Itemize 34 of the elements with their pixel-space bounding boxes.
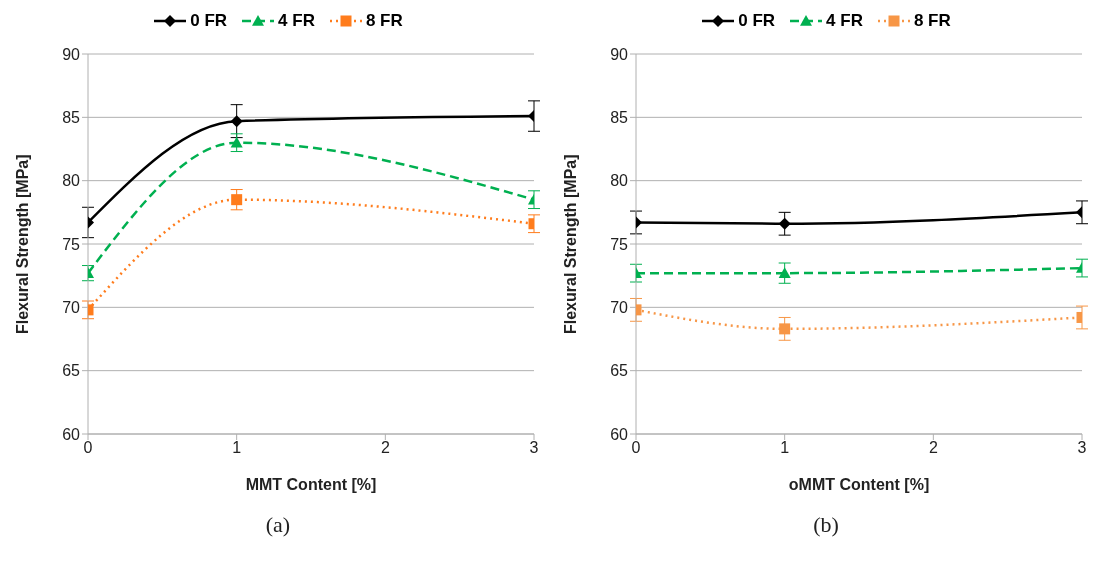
x-tick-label: 1	[232, 439, 242, 457]
x-axis-title: oMMT Content [%]	[788, 476, 930, 493]
y-tick-label: 65	[610, 362, 629, 380]
legend-label: 8 FR	[913, 11, 951, 31]
y-tick-label: 90	[610, 45, 629, 63]
x-tick-label: 2	[380, 439, 390, 457]
y-tick-label: 70	[62, 299, 81, 317]
legend-label: 0 FR	[190, 11, 228, 31]
text: (a)	[264, 512, 292, 538]
legend-label: 4 FR	[278, 11, 315, 31]
x-tick-label: 1	[780, 439, 790, 457]
x-tick-label: 2	[928, 439, 938, 457]
y-tick-label: 65	[62, 362, 81, 380]
y-axis-title: Flexural Strength [MPa]	[561, 154, 579, 334]
legend-label: 0 FR	[738, 11, 776, 31]
x-tick-label: 3	[1077, 439, 1087, 457]
y-tick-label: 80	[610, 172, 629, 190]
y-tick-label: 70	[610, 299, 629, 317]
x-axis-title: MMT Content [%]	[245, 476, 377, 493]
y-axis-title: Flexural Strength [MPa]	[13, 154, 31, 334]
text: (b)	[812, 512, 840, 538]
x-tick-label: 3	[529, 439, 539, 457]
y-tick-label: 75	[62, 235, 81, 253]
y-tick-label: 60	[610, 425, 629, 443]
y-tick-label: 75	[610, 235, 629, 253]
y-tick-label: 60	[62, 425, 81, 443]
y-tick-label: 85	[62, 109, 81, 127]
legend-label: 4 FR	[826, 11, 863, 31]
y-tick-label: 85	[610, 109, 629, 127]
x-tick-label: 0	[83, 439, 93, 457]
x-tick-label: 0	[631, 439, 641, 457]
y-tick-label: 90	[62, 45, 81, 63]
legend-label: 8 FR	[365, 11, 403, 31]
y-tick-label: 80	[62, 172, 81, 190]
